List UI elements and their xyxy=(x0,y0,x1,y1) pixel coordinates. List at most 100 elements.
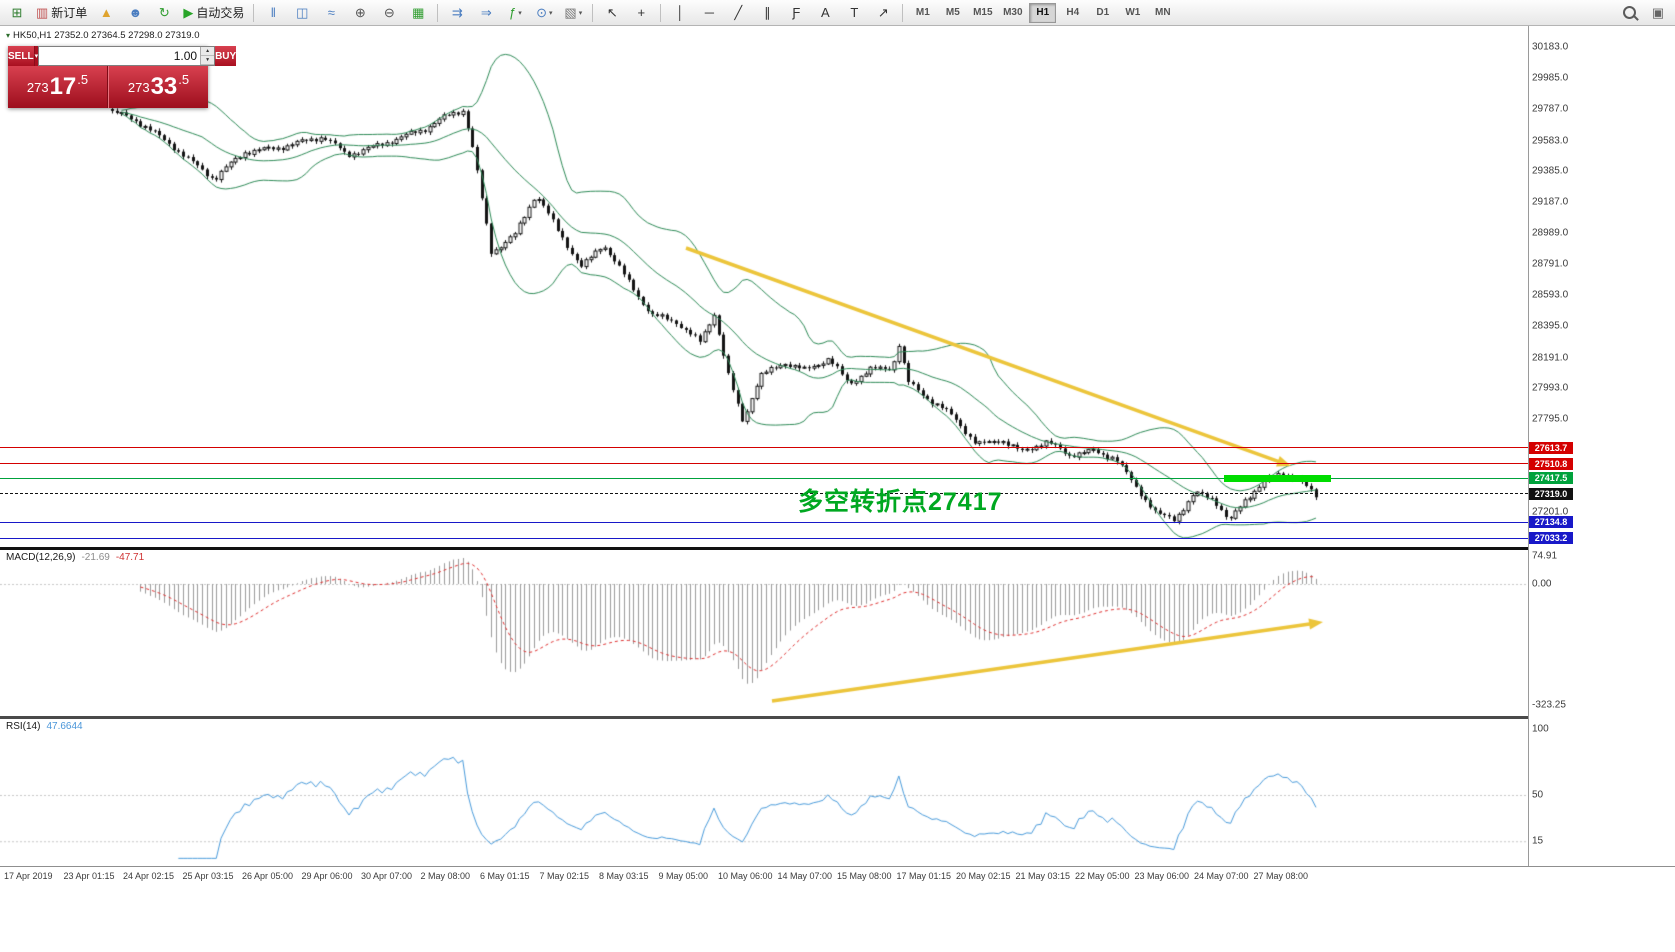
cursor-button[interactable]: ↖ xyxy=(598,2,626,24)
chevron-down-icon: ▾ xyxy=(578,9,583,17)
price-tag-27319.0: 27319.0 xyxy=(1529,487,1573,500)
price-axis-label: 28395.0 xyxy=(1532,320,1569,332)
chart-shift-icon: ⇒ xyxy=(480,4,492,20)
periods-button[interactable]: ⊙ ▾ xyxy=(530,2,558,24)
price-tag-27417.5: 27417.5 xyxy=(1529,472,1573,485)
label-button[interactable]: T xyxy=(840,2,868,24)
hline-27033.2[interactable] xyxy=(0,537,1528,539)
lot-increase-button[interactable]: ▲ xyxy=(201,47,215,56)
navigator-icon: ☻ xyxy=(128,5,143,20)
metaeditor-icon: ▲ xyxy=(99,5,113,20)
strategy-tester-icon: ▦ xyxy=(412,4,425,20)
toolbar-separator xyxy=(660,3,662,22)
symbol-search-button[interactable] xyxy=(1615,2,1643,24)
time-axis-label: 25 Apr 03:15 xyxy=(182,871,234,881)
hline-27510.8[interactable] xyxy=(0,463,1528,465)
sell-button[interactable]: SELL xyxy=(8,46,34,66)
candlestick-chart-button[interactable]: ◫ xyxy=(288,2,316,24)
buy-price-button[interactable]: 273 33.5 xyxy=(108,66,208,108)
macd-panel-canvas[interactable] xyxy=(0,550,1528,716)
crosshair-button[interactable]: + xyxy=(627,2,655,24)
templates-button[interactable]: ▧ ▾ xyxy=(559,2,587,24)
autotrading-label: 自动交易 xyxy=(196,6,245,20)
pivot-highlight-bar[interactable] xyxy=(1224,474,1331,482)
refresh-icon: ↻ xyxy=(158,4,170,20)
cursor-icon: ↖ xyxy=(606,4,618,20)
horizontal-line-button[interactable]: ─ xyxy=(695,2,723,24)
timeframe-w1-button[interactable]: W1 xyxy=(1125,7,1141,18)
timeframe-h1-button[interactable]: H1 xyxy=(1029,2,1057,23)
new-order-icon: ▥ xyxy=(36,4,49,20)
crosshair-icon: + xyxy=(637,5,646,20)
timeframe-d1-button[interactable]: D1 xyxy=(1096,7,1110,18)
panel-divider-macd[interactable] xyxy=(0,547,1528,550)
order-options-dropdown[interactable]: ▾ xyxy=(33,46,39,66)
price-chart-canvas[interactable] xyxy=(0,26,1528,547)
fibonacci-button[interactable]: Ƒ xyxy=(782,2,810,24)
vertical-line-button[interactable]: │ xyxy=(666,2,694,24)
text-button[interactable]: A xyxy=(811,2,839,24)
metaeditor-button[interactable]: ▲ xyxy=(92,2,120,24)
sell-price-button[interactable]: 273 17.5 xyxy=(8,66,108,108)
hline-27319.0[interactable] xyxy=(0,493,1528,495)
data-window-button[interactable]: ▣ xyxy=(1644,2,1672,24)
lot-decrease-button[interactable]: ▼ xyxy=(201,56,215,65)
hline-27417.5[interactable] xyxy=(0,477,1528,479)
navigator-button[interactable]: ☻ xyxy=(121,2,149,24)
chevron-down-icon: ▾ xyxy=(549,9,553,17)
hline-27613.7[interactable] xyxy=(0,447,1528,449)
time-axis-label: 15 May 08:00 xyxy=(837,871,892,881)
new-chart-icon: ⊞ xyxy=(11,4,23,20)
bar-chart-button[interactable]: ‖ xyxy=(259,2,287,24)
trendline-button[interactable]: ╱ xyxy=(724,2,752,24)
zoom-in-icon: ⊕ xyxy=(354,4,366,20)
auto-scroll-icon: ⇉ xyxy=(451,4,463,20)
timeframe-m1-button[interactable]: M1 xyxy=(915,7,930,18)
time-axis-label: 29 Apr 06:00 xyxy=(301,871,353,881)
time-axis[interactable] xyxy=(0,866,1675,890)
new-order-button[interactable]: ▥ 新订单 xyxy=(32,2,91,24)
time-axis-label: 20 May 02:15 xyxy=(956,871,1011,881)
timeframe-m5-button[interactable]: M5 xyxy=(945,7,960,18)
price-axis-label: 28191.0 xyxy=(1532,352,1569,364)
toolbar-separator xyxy=(437,3,439,22)
autotrading-button[interactable]: ▶ 自动交易 xyxy=(179,2,248,24)
pivot-annotation-text[interactable]: 多空转折点27417 xyxy=(798,488,1003,516)
zoom-in-button[interactable]: ⊕ xyxy=(346,2,374,24)
price-tag-27510.8: 27510.8 xyxy=(1529,457,1573,470)
arrows-button[interactable]: ↗ xyxy=(869,2,897,24)
timeframe-h4-button[interactable]: H4 xyxy=(1066,7,1080,18)
zoom-out-button[interactable]: ⊖ xyxy=(375,2,403,24)
hline-27134.8[interactable] xyxy=(0,521,1528,523)
time-axis-label: 2 May 08:00 xyxy=(420,871,471,881)
oneclick-collapse-icon[interactable]: ▾ xyxy=(6,31,11,40)
text-icon: A xyxy=(820,5,830,20)
new-chart-button[interactable]: ⊞ xyxy=(3,2,31,24)
lot-size-input[interactable] xyxy=(39,47,201,65)
line-chart-button[interactable]: ≈ xyxy=(317,2,345,24)
timeframe-m15-button[interactable]: M15 xyxy=(973,7,993,18)
auto-scroll-button[interactable]: ⇉ xyxy=(443,2,471,24)
panel-divider-rsi[interactable] xyxy=(0,716,1528,719)
chart-shift-button[interactable]: ⇒ xyxy=(472,2,500,24)
timeframe-mn-button[interactable]: MN xyxy=(1155,7,1171,18)
rsi-panel-canvas[interactable] xyxy=(0,719,1528,866)
time-axis-label: 30 Apr 07:00 xyxy=(361,871,413,881)
price-axis-label: 29583.0 xyxy=(1532,135,1569,147)
time-axis-label: 6 May 01:15 xyxy=(480,871,530,881)
lot-size-field: ▲ ▼ xyxy=(38,46,216,66)
rsi-label: RSI(14) 47.6644 xyxy=(6,721,83,732)
price-axis-label: 29787.0 xyxy=(1532,103,1569,115)
channel-button[interactable]: ∥ xyxy=(753,2,781,24)
rsi-axis-label: 50 xyxy=(1532,789,1544,801)
strategy-tester-button[interactable]: ▦ xyxy=(404,2,432,24)
timeframe-m30-button[interactable]: M30 xyxy=(1003,7,1023,18)
chart-ohlc-header: ▾ HK50,H1 27352.0 27364.5 27298.0 27319.0 xyxy=(6,30,199,41)
refresh-button[interactable]: ↻ xyxy=(150,2,178,24)
search-icon xyxy=(1622,6,1636,19)
buy-button[interactable]: BUY xyxy=(215,46,237,66)
time-axis-label: 17 May 01:15 xyxy=(896,871,952,881)
buy-price: 273 xyxy=(127,79,150,95)
indicators-button[interactable]: ƒ ▾ xyxy=(501,2,529,24)
